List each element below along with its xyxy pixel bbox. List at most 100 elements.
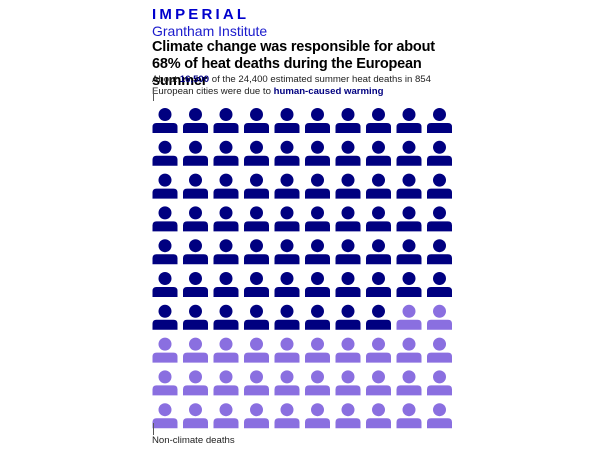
climate-death-icon xyxy=(213,239,239,265)
non-climate-death-icon xyxy=(274,370,300,396)
climate-death-icon xyxy=(152,239,178,265)
climate-death-icon xyxy=(274,206,300,232)
climate-death-icon xyxy=(183,140,208,166)
non-climate-death-icon xyxy=(213,370,239,396)
non-climate-death-icon xyxy=(244,403,269,429)
climate-death-icon xyxy=(396,239,422,265)
non-climate-death-icon xyxy=(396,304,422,330)
climate-death-icon xyxy=(274,272,300,297)
climate-death-icon xyxy=(274,239,300,265)
climate-death-icon xyxy=(152,206,178,232)
climate-death-icon xyxy=(335,239,361,265)
climate-death-icon xyxy=(244,108,269,133)
subtitle-highlight-phrase: human-caused warming xyxy=(273,86,384,97)
non-climate-death-icon xyxy=(335,403,361,429)
climate-death-icon xyxy=(366,108,391,133)
non-climate-death-icon xyxy=(396,403,422,429)
non-climate-death-icon xyxy=(366,403,391,429)
non-climate-death-icon xyxy=(152,403,178,429)
non-climate-death-icon xyxy=(335,337,361,363)
brand-subname: Grantham Institute xyxy=(152,23,268,39)
non-climate-death-icon xyxy=(183,403,208,429)
climate-death-icon xyxy=(396,108,422,133)
non-climate-death-icon xyxy=(274,337,300,363)
climate-death-icon xyxy=(183,239,208,265)
climate-death-icon xyxy=(335,304,361,330)
climate-death-icon xyxy=(213,206,239,232)
climate-death-icon xyxy=(183,173,208,199)
non-climate-death-icon xyxy=(183,370,208,396)
climate-death-icon xyxy=(274,140,300,166)
non-climate-death-icon xyxy=(213,403,239,429)
non-climate-death-icon xyxy=(305,337,330,363)
climate-death-icon xyxy=(305,173,330,199)
climate-death-icon xyxy=(427,140,452,166)
non-climate-death-icon xyxy=(244,337,269,363)
climate-death-icon xyxy=(366,272,391,297)
non-climate-death-icon xyxy=(152,370,178,396)
climate-death-icon xyxy=(152,272,178,297)
climate-death-icon xyxy=(396,173,422,199)
climate-death-icon xyxy=(213,108,239,133)
non-climate-death-icon xyxy=(305,403,330,429)
non-climate-death-icon xyxy=(244,370,269,396)
climate-death-icon xyxy=(152,140,178,166)
non-climate-label: Non-climate deaths xyxy=(152,435,235,446)
climate-death-icon xyxy=(183,304,208,330)
climate-death-icon xyxy=(244,206,269,232)
climate-death-icon xyxy=(305,140,330,166)
climate-death-icon xyxy=(366,304,391,330)
chart-subtitle: About 16,500 of the 24,400 estimated sum… xyxy=(152,74,452,98)
climate-death-icon xyxy=(427,206,452,232)
climate-death-icon xyxy=(213,272,239,297)
climate-death-icon xyxy=(335,108,361,133)
climate-death-icon xyxy=(305,206,330,232)
climate-death-icon xyxy=(244,304,269,330)
climate-death-icon xyxy=(305,108,330,133)
climate-death-icon xyxy=(366,206,391,232)
non-climate-death-icon xyxy=(335,370,361,396)
climate-death-icon xyxy=(427,108,452,133)
climate-death-icon xyxy=(274,173,300,199)
non-climate-death-icon xyxy=(427,403,452,429)
climate-death-icon xyxy=(183,272,208,297)
non-climate-death-icon xyxy=(427,370,452,396)
climate-death-icon xyxy=(335,206,361,232)
climate-death-icon xyxy=(305,239,330,265)
climate-death-icon xyxy=(305,304,330,330)
climate-death-icon xyxy=(335,140,361,166)
climate-death-icon xyxy=(183,206,208,232)
brand-name: IMPERIAL xyxy=(152,6,250,23)
non-climate-death-icon xyxy=(274,403,300,429)
non-climate-death-icon xyxy=(366,370,391,396)
non-climate-death-icon xyxy=(396,370,422,396)
climate-death-icon xyxy=(335,272,361,297)
climate-death-icon xyxy=(244,239,269,265)
climate-death-icon xyxy=(335,173,361,199)
climate-death-icon xyxy=(396,206,422,232)
brand-logo: IMPERIAL Grantham Institute xyxy=(152,6,267,39)
climate-death-icon xyxy=(396,140,422,166)
climate-death-icon xyxy=(366,173,391,199)
bottom-annotation-tick xyxy=(153,423,154,435)
chart-title: Climate change was responsible for about… xyxy=(152,39,435,89)
climate-death-icon xyxy=(274,304,300,330)
subtitle-part2: of the 24,400 estimated summer heat deat… xyxy=(152,74,431,97)
subtitle-part1: About xyxy=(152,74,180,85)
climate-death-icon xyxy=(152,173,178,199)
climate-death-icon xyxy=(152,304,178,330)
non-climate-death-icon xyxy=(427,337,452,363)
non-climate-death-icon xyxy=(427,304,452,330)
subtitle-highlight-number: 16,500 xyxy=(179,74,210,85)
climate-death-icon xyxy=(366,239,391,265)
climate-death-icon xyxy=(244,272,269,297)
climate-death-icon xyxy=(305,272,330,297)
climate-death-icon xyxy=(244,173,269,199)
climate-death-icon xyxy=(213,140,239,166)
climate-death-icon xyxy=(152,108,178,133)
non-climate-death-icon xyxy=(396,337,422,363)
climate-death-icon xyxy=(427,272,452,297)
climate-death-icon xyxy=(244,140,269,166)
climate-death-icon xyxy=(274,108,300,133)
